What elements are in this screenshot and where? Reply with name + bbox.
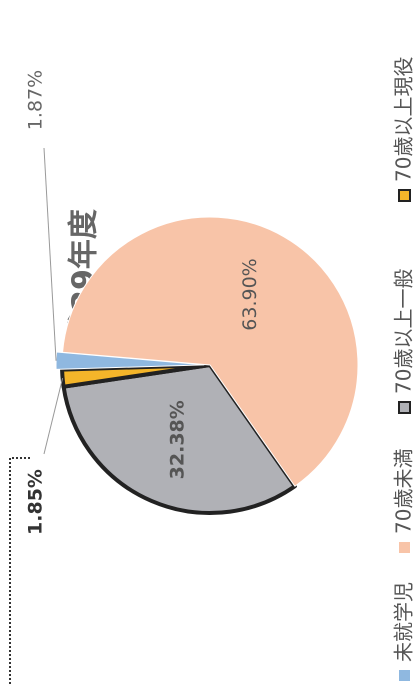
leader-line (43, 378, 64, 455)
frame (9, 457, 30, 686)
slice-label: 32.38% (166, 400, 188, 479)
legend-label: 未就学児 (392, 582, 416, 662)
legend-swatch (399, 542, 410, 553)
legend-label: 70歳以上現役 (392, 57, 416, 182)
legend-label: 70歳以上一般 (392, 269, 416, 394)
legend-swatch (398, 189, 411, 202)
pie-slice (61, 363, 297, 515)
leader-line (43, 147, 57, 361)
pie-slice (55, 351, 205, 370)
pie-slice (62, 216, 359, 487)
slice-label: 1.87% (25, 70, 47, 130)
slice-label: 1.85% (25, 469, 47, 535)
legend-swatch (398, 401, 411, 414)
slice-label: 63.90% (239, 258, 261, 330)
legend-swatch (399, 670, 410, 681)
legend-label: 70歳未満 (392, 449, 416, 534)
